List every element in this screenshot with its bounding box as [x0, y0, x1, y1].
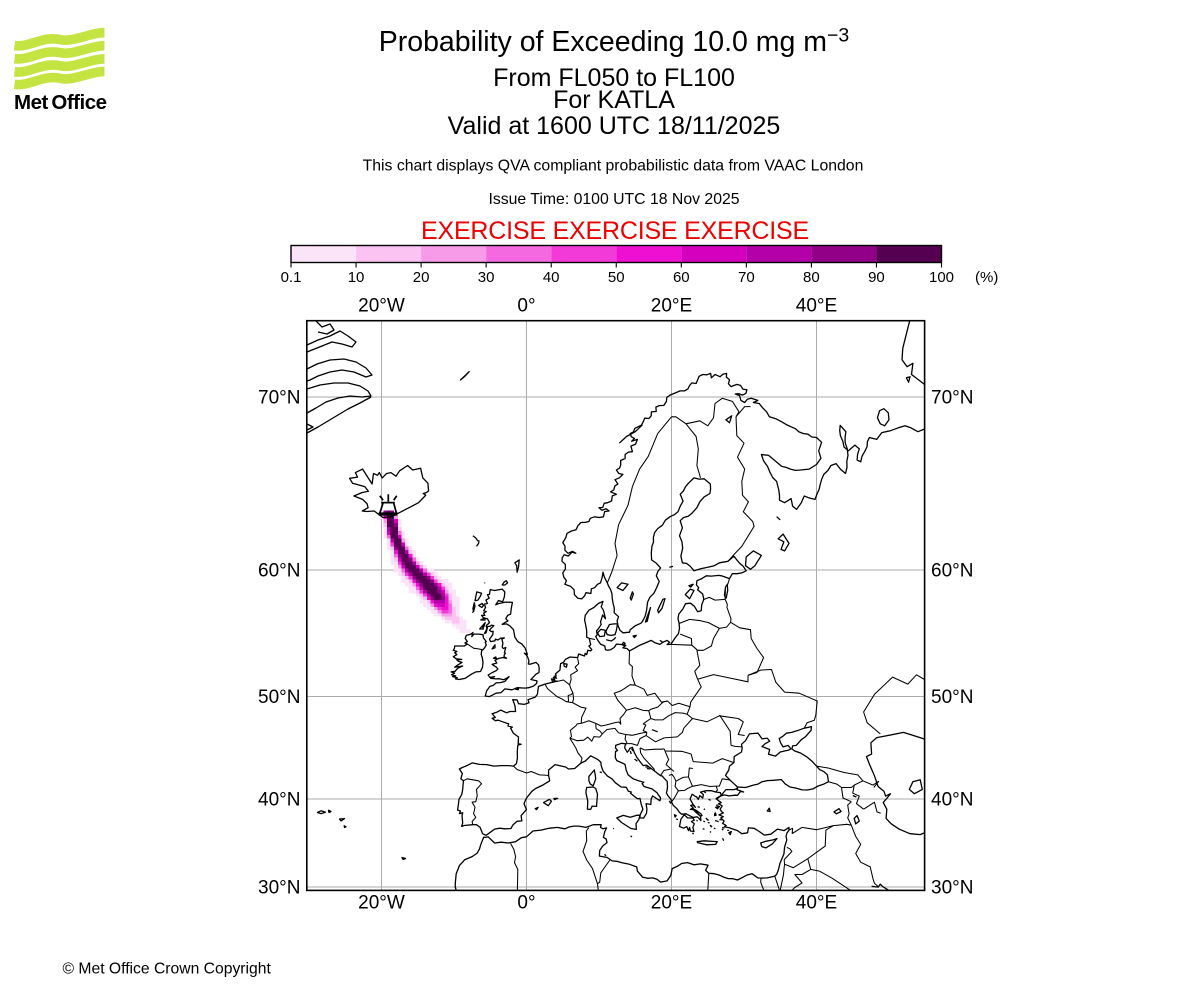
- svg-text:EXERCISE EXERCISE EXERCISE: EXERCISE EXERCISE EXERCISE: [421, 217, 809, 245]
- svg-text:20°W: 20°W: [358, 892, 405, 913]
- svg-text:30°N: 30°N: [931, 878, 973, 899]
- svg-text:0°: 0°: [517, 892, 535, 913]
- svg-text:30: 30: [478, 269, 495, 286]
- svg-text:40°E: 40°E: [796, 296, 837, 317]
- svg-text:20°E: 20°E: [651, 296, 692, 317]
- svg-text:60°N: 60°N: [258, 561, 300, 582]
- svg-text:50°N: 50°N: [931, 687, 973, 708]
- svg-text:Probability of Exceeding 10.0: Probability of Exceeding 10.0 mg m−3: [379, 25, 850, 59]
- svg-text:0°: 0°: [517, 296, 535, 317]
- svg-text:40: 40: [543, 269, 560, 286]
- svg-text:20: 20: [413, 269, 430, 286]
- svg-text:40°E: 40°E: [796, 892, 837, 913]
- svg-text:100: 100: [929, 269, 954, 286]
- svg-text:© Met Office Crown Copyright: © Met Office Crown Copyright: [63, 961, 272, 978]
- svg-text:This chart displays QVA compli: This chart displays QVA compliant probab…: [363, 158, 864, 175]
- svg-text:50: 50: [608, 269, 625, 286]
- svg-text:Issue Time: 0100 UTC 18 Nov 20: Issue Time: 0100 UTC 18 Nov 2025: [488, 191, 739, 208]
- svg-text:0.1: 0.1: [281, 269, 302, 286]
- svg-text:20°W: 20°W: [358, 296, 405, 317]
- svg-text:60: 60: [673, 269, 690, 286]
- svg-text:20°E: 20°E: [651, 892, 692, 913]
- svg-text:40°N: 40°N: [931, 789, 973, 810]
- svg-text:60°N: 60°N: [931, 561, 973, 582]
- svg-text:50°N: 50°N: [258, 687, 300, 708]
- svg-text:70°N: 70°N: [258, 388, 300, 409]
- svg-text:90: 90: [868, 269, 885, 286]
- svg-text:80: 80: [803, 269, 820, 286]
- svg-text:(%): (%): [975, 269, 998, 286]
- svg-text:10: 10: [348, 269, 365, 286]
- svg-text:30°N: 30°N: [258, 878, 300, 899]
- svg-text:From FL050 to FL100: From FL050 to FL100: [493, 64, 735, 92]
- svg-text:70°N: 70°N: [931, 388, 973, 409]
- svg-text:70: 70: [738, 269, 755, 286]
- svg-text:Valid at 1600 UTC 18/11/2025: Valid at 1600 UTC 18/11/2025: [448, 112, 781, 140]
- svg-text:40°N: 40°N: [258, 789, 300, 810]
- svg-text:For KATLA: For KATLA: [553, 86, 675, 114]
- svg-text:Met Office: Met Office: [14, 91, 107, 114]
